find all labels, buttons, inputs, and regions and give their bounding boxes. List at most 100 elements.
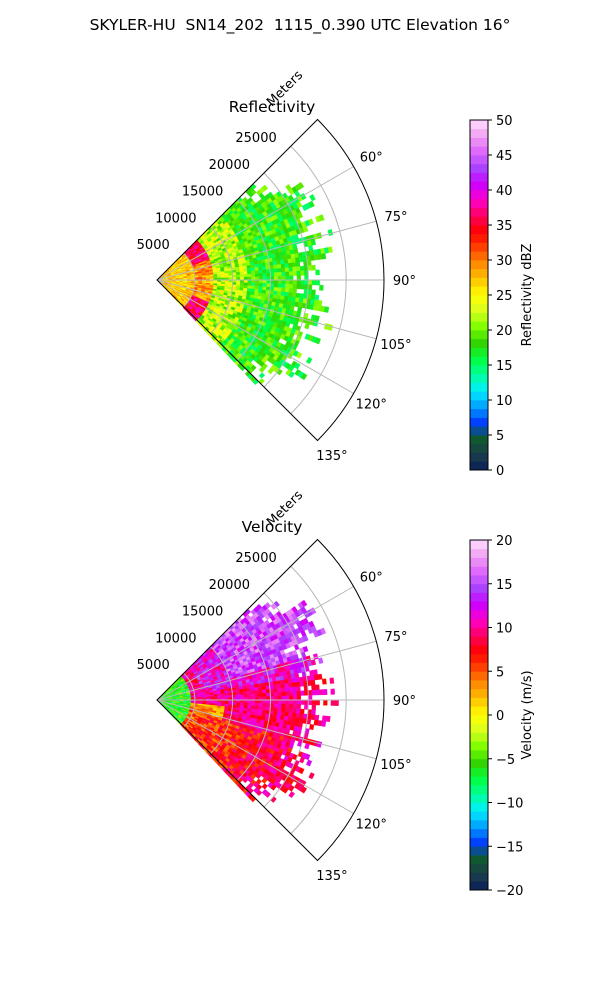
velocity-data-cell — [299, 708, 305, 715]
colorbar-segment — [470, 120, 488, 130]
velocity-data-cell — [247, 690, 252, 695]
velocity-data-cell — [276, 684, 282, 689]
reflectivity-data-cell — [258, 282, 264, 287]
velocity-data-cell — [236, 702, 241, 706]
velocity-data-cell — [292, 686, 297, 692]
velocity-data-cell — [288, 682, 293, 688]
azimuth-spoke — [156, 586, 354, 701]
velocity-data-cell — [312, 669, 318, 676]
velocity-data-cell — [296, 708, 301, 714]
velocity-data-cell — [272, 680, 278, 686]
velocity-data-cell — [296, 690, 301, 696]
velocity-data-cell — [262, 689, 267, 694]
reflectivity-data-cell — [258, 269, 263, 274]
velocity-data-cell — [319, 627, 327, 635]
panel-title: Reflectivity — [229, 98, 316, 116]
velocity-data-cell — [330, 688, 335, 695]
reflectivity-data-cell — [295, 261, 301, 268]
reflectivity-data-cell — [304, 274, 309, 281]
velocity-data-cell — [291, 682, 297, 688]
velocity-data-cell — [288, 686, 294, 692]
colorbar-segment — [470, 732, 488, 742]
velocity-data-cell — [273, 695, 279, 701]
colorbar-tick-label: 5 — [496, 665, 504, 680]
reflectivity-data-cell — [251, 273, 256, 278]
angle-tick-label: 135° — [316, 449, 347, 464]
reflectivity-data-cell — [266, 272, 271, 277]
reflectivity-data-cell — [308, 200, 315, 208]
angle-tick-label: 90° — [393, 274, 416, 289]
colorbar-segment — [470, 408, 488, 418]
velocity-data-cell — [261, 685, 267, 691]
velocity-data-cell — [329, 677, 335, 684]
colorbar-segment — [470, 540, 488, 550]
colorbar-segment — [470, 155, 488, 165]
colorbar-segment — [470, 575, 488, 585]
reflectivity-data-cell — [258, 372, 266, 379]
velocity-data-cell — [277, 707, 282, 712]
reflectivity-data-cell — [239, 274, 245, 278]
velocity-data-cell — [277, 699, 283, 705]
velocity-data-cell — [299, 681, 305, 687]
colorbar-segment — [470, 566, 488, 576]
reflectivity-data-cell — [213, 275, 218, 279]
velocity-data-cell — [281, 699, 286, 705]
velocity-data-cell — [281, 695, 286, 701]
colorbar-tick-label: −15 — [496, 840, 523, 855]
reflectivity-data-cell — [288, 271, 294, 277]
colorbar-tick-label: −10 — [496, 797, 523, 812]
velocity-data-cell — [258, 702, 264, 707]
reflectivity-data-cell — [291, 292, 297, 298]
azimuth-spoke — [156, 279, 377, 340]
reflectivity-data-cell — [308, 218, 314, 226]
reflectivity-data-cell — [235, 271, 241, 276]
velocity-data-cell — [317, 673, 323, 680]
angle-tick-label: 75° — [384, 210, 407, 225]
reflectivity-data-cell — [258, 266, 263, 271]
colorbar-segment — [470, 373, 488, 383]
reflectivity-data-cell — [266, 279, 271, 284]
reflectivity-data-cell — [299, 265, 305, 272]
reflectivity-data-cell — [284, 267, 290, 273]
reflectivity-data-cell — [273, 287, 279, 292]
velocity-colorbar: −20 −15 −10 −5 0 5 10 15 20 Velocity (m/s) — [469, 534, 535, 899]
velocity-data-cell — [309, 724, 315, 731]
velocity-data-cell — [266, 703, 271, 708]
velocity-sector-outline — [156, 538, 385, 862]
velocity-data-cell — [273, 710, 278, 716]
reflectivity-data-cell — [284, 287, 290, 293]
velocity-data-cell — [258, 693, 264, 698]
reflectivity-data-cell — [300, 279, 305, 285]
reflectivity-data-cell — [285, 279, 290, 285]
velocity-data-cell — [288, 791, 295, 799]
velocity-data-cell — [299, 756, 305, 764]
colorbar-segment — [470, 216, 488, 226]
reflectivity-data-cell — [300, 373, 308, 381]
velocity-data-cell — [323, 699, 328, 706]
reflectivity-data-cell — [309, 194, 316, 202]
velocity-data-cell — [282, 786, 289, 794]
velocity-data-cell — [284, 687, 290, 693]
reflectivity-data-cell — [266, 276, 271, 281]
velocity-data-cell — [311, 684, 316, 691]
velocity-data-cell — [262, 692, 267, 697]
reflectivity-data-cell — [289, 275, 294, 281]
velocity-data-cell — [309, 607, 317, 615]
velocity-data-cell — [304, 743, 310, 750]
reflectivity-data-cell — [314, 294, 320, 301]
velocity-data-cell — [296, 695, 302, 701]
colorbar-segment — [470, 330, 488, 340]
velocity-data-cell — [217, 695, 222, 699]
velocity-data-cell — [292, 708, 297, 714]
colorbar-segment — [470, 592, 488, 602]
velocity-data-cell — [310, 679, 316, 686]
velocity-data-cell — [251, 693, 256, 698]
colorbar-segment — [470, 837, 488, 847]
reflectivity-data-cell — [277, 268, 282, 273]
velocity-data-cell — [315, 689, 320, 696]
colorbar-segment — [470, 828, 488, 838]
velocity-data-cell — [314, 714, 320, 721]
colorbar-segment — [470, 207, 488, 217]
velocity-data-cell — [288, 691, 294, 697]
